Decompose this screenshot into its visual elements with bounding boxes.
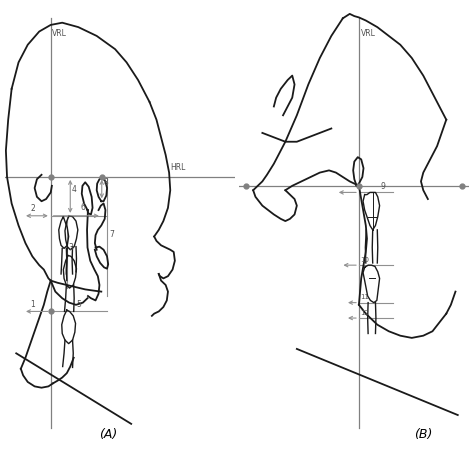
Text: VRL: VRL: [361, 29, 375, 38]
Text: 4: 4: [72, 185, 77, 194]
Text: 7: 7: [109, 229, 114, 238]
Text: 5: 5: [76, 300, 81, 309]
Text: 1: 1: [30, 300, 35, 309]
Text: (B): (B): [414, 428, 432, 441]
Text: 3: 3: [68, 243, 73, 252]
Text: VRL: VRL: [52, 29, 67, 38]
Text: 9: 9: [381, 182, 386, 191]
Text: (A): (A): [99, 428, 118, 441]
Text: 6: 6: [81, 203, 85, 212]
Text: 10: 10: [360, 256, 369, 263]
Text: 11: 11: [360, 294, 369, 300]
Text: 12: 12: [360, 310, 369, 316]
Text: HRL: HRL: [170, 163, 186, 172]
Text: 2: 2: [30, 204, 35, 213]
Text: 8: 8: [103, 178, 108, 187]
